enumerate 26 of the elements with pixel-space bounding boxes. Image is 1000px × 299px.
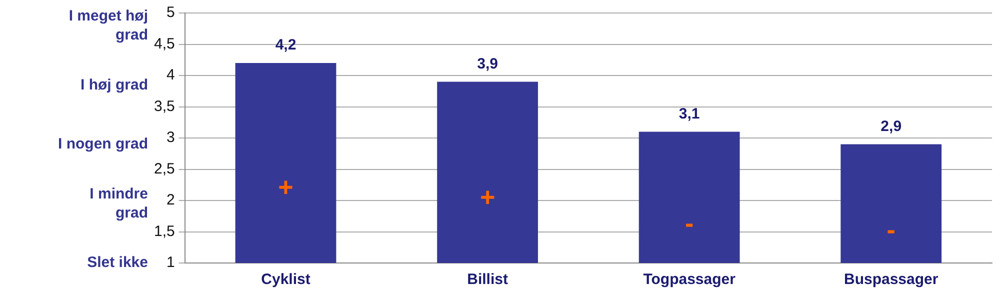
- x-tick-label: Cyklist: [261, 271, 310, 288]
- y-tick-label: 2,5: [154, 160, 175, 178]
- y-tick-label: 5: [166, 4, 175, 22]
- x-tick-label: Buspassager: [844, 271, 938, 288]
- y-tick-label: 1: [166, 254, 175, 272]
- text: I meget høj grad: [68, 8, 148, 44]
- annotation: -: [684, 208, 694, 238]
- text: Slet ikke: [87, 254, 148, 272]
- x-tick-label: Billist: [467, 271, 508, 288]
- data-label: 3,1: [678, 105, 700, 122]
- x-tick-label: Togpassager: [643, 271, 736, 288]
- y-tick-label: 2: [166, 192, 175, 209]
- annotation: +: [278, 172, 294, 202]
- y-tick-label: 3: [166, 129, 175, 146]
- data-label: 3,9: [477, 55, 498, 72]
- data-label: 2,9: [880, 118, 902, 135]
- y-tick-label: 4: [166, 66, 175, 84]
- text: I høj grad: [80, 76, 148, 94]
- annotation: +: [480, 182, 496, 212]
- y-tick-label: 4,5: [154, 35, 175, 52]
- data-label: 4,2: [275, 36, 296, 54]
- text: I nogen grad: [58, 136, 148, 153]
- y-tick-label: 1,5: [154, 222, 175, 240]
- y-tick-label: 3,5: [154, 98, 175, 115]
- annotation: -: [886, 214, 896, 244]
- text: I mindre grad: [90, 185, 148, 222]
